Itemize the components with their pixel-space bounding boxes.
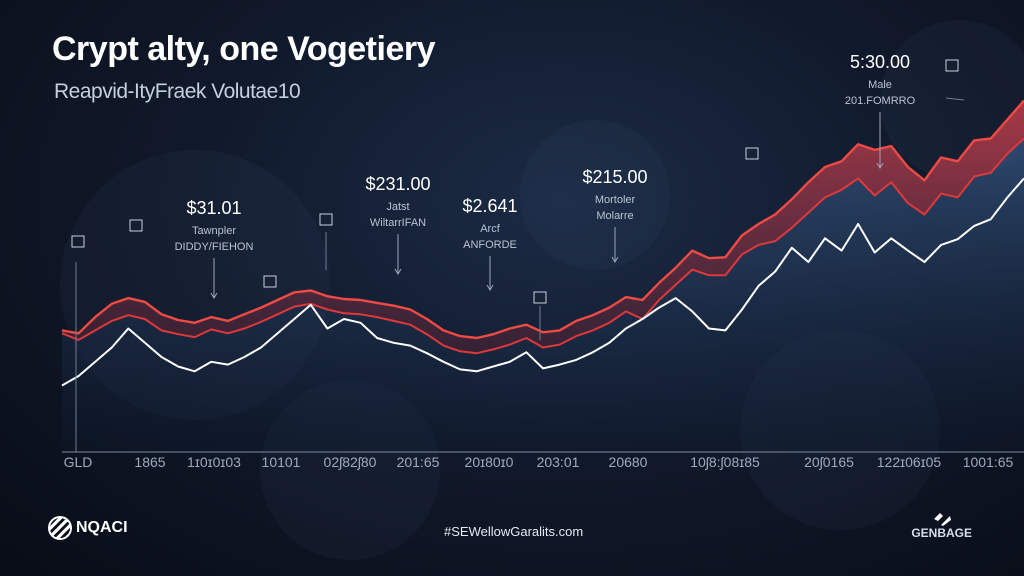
annotation-label: Tawnpler <box>192 225 236 237</box>
series-line-upper <box>61 99 1024 340</box>
brand-name-right: GENBAGE <box>911 526 972 540</box>
brand-logo-left: NQACI <box>48 516 128 540</box>
line-layer <box>61 99 1024 453</box>
annotation-price: 5:30.00 <box>850 52 910 72</box>
brand-logo-right: GENBAGE <box>911 512 972 540</box>
x-tick-layer: GLD 1865 1ɪ0ɪ0ɪ03 10101 02ʃ82ʃ80 201:65 20ɪ80ɪ… <box>64 454 1014 470</box>
annotation-price: $2.641 <box>462 196 517 216</box>
marker-icon <box>945 59 959 72</box>
annotation-layer: $31.01 Tawnpler DIDDY/FIEHON $231.00 Jatst Wi… <box>71 52 965 452</box>
x-tick-label: 02ʃ82ʃ80 <box>324 454 377 470</box>
x-tick-label: 20ʃ0165 <box>804 454 854 470</box>
annotation-label: Arcf <box>480 223 501 235</box>
marker-stem <box>945 97 965 101</box>
x-tick-label: 20ɪ80ɪ0 <box>465 454 514 470</box>
footer-hashtag: #SEWellowGaralits.com <box>444 524 584 539</box>
series-line-low <box>61 177 1024 387</box>
marker-icon <box>319 213 333 226</box>
x-tick-label: 201:65 <box>397 454 440 470</box>
marker-icon <box>263 275 277 288</box>
annotation-price: $215.00 <box>582 167 647 187</box>
annotation-sublabel: ANFORDE <box>463 239 517 251</box>
annotation-arrowhead <box>611 256 619 263</box>
chart-subtitle: Reapvid-ItyFraek Volutae10 <box>54 80 301 103</box>
annotation-label: Male <box>868 79 892 91</box>
annotation-arrowhead <box>210 292 218 299</box>
series-line-mid <box>61 137 1024 355</box>
x-tick-label: 10ʃ8:ʃ08ɪ85 <box>690 454 760 470</box>
brand-name-left: NQACI <box>76 519 128 536</box>
marker-icon <box>71 235 85 248</box>
annotation-price: $231.00 <box>365 174 430 194</box>
marker-icon <box>533 291 547 304</box>
x-tick-label: 203:01 <box>537 454 580 470</box>
marker-icon <box>745 147 759 160</box>
x-tick-label: GLD <box>64 454 93 470</box>
area-fill <box>62 100 1024 452</box>
annotation-arrowhead <box>876 162 884 169</box>
x-tick-label: 20680 <box>609 454 648 470</box>
annotation-label: Mortoler <box>595 194 636 206</box>
globe-icon <box>48 516 72 540</box>
annotation-sublabel: 201.FOMRRO <box>845 95 916 107</box>
annotation-sublabel: Molarre <box>596 210 633 222</box>
x-tick-label: 1865 <box>134 454 165 470</box>
x-tick-label: 10101 <box>262 454 301 470</box>
annotation-arrowhead <box>486 284 494 291</box>
annotation-sublabel: DIDDY/FIEHON <box>175 241 254 253</box>
annotation-arrowhead <box>394 268 402 275</box>
x-tick-label: 122ɪ06ɪ05 <box>877 454 942 470</box>
annotation-label: Jatst <box>386 201 409 213</box>
annotation-price: $31.01 <box>186 198 241 218</box>
x-tick-label: 1ɪ0ɪ0ɪ03 <box>187 454 241 470</box>
diamond-logo-icon <box>933 513 951 526</box>
x-tick-label: 1001:65 <box>963 454 1014 470</box>
chart-title: Crypt alty, one Vogetiery <box>52 30 436 68</box>
annotation-sublabel: WiltarrIFAN <box>370 217 426 229</box>
background-bokeh <box>520 120 670 270</box>
marker-icon <box>129 219 143 232</box>
